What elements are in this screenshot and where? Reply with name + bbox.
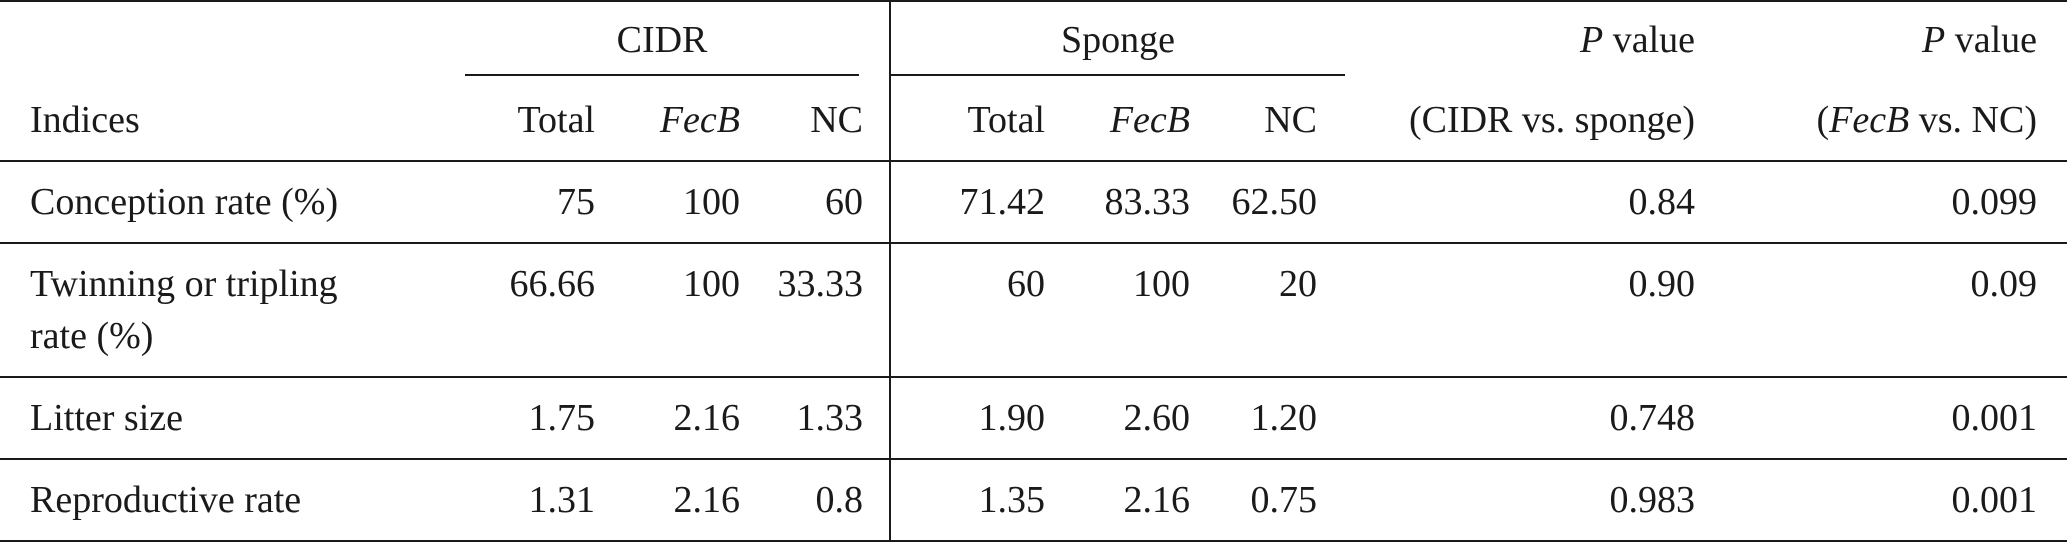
header-cidr-nc: NC bbox=[740, 88, 891, 161]
cell-p-fecb-vs-nc: 0.001 bbox=[1951, 397, 2038, 439]
cell-sponge-nc: 20 bbox=[1279, 263, 1317, 305]
cell-sponge-fecb: 2.16 bbox=[1123, 479, 1191, 521]
cell-cidr-nc: 33.33 bbox=[740, 243, 891, 377]
cell-p-cidr-vs-sponge: 0.748 bbox=[1609, 397, 1696, 439]
cell-sponge-total: 1.90 bbox=[978, 397, 1046, 439]
header-p-value-1: P value bbox=[1345, 1, 1725, 88]
cell-cidr-fecb: 2.16 bbox=[673, 397, 741, 439]
header-p-value-2-desc: (FecB vs. NC) bbox=[1725, 88, 2067, 161]
table-row: Conception rate (%) 75 100 60 71.42 83.3… bbox=[0, 161, 2067, 243]
cell-sponge-total: 60 bbox=[1007, 263, 1045, 305]
header-p2-fecb: FecB bbox=[1829, 99, 1910, 141]
header-p2-italic: P bbox=[1921, 19, 1946, 61]
cell-sponge-fecb: 2.60 bbox=[1123, 397, 1191, 439]
cell-sponge-nc: 1.20 bbox=[1250, 397, 1318, 439]
cell-cidr-fecb: 100 bbox=[683, 263, 740, 305]
header-p1-rest: value bbox=[1603, 19, 1695, 61]
row-label: Twinning or tripling rate (%) bbox=[0, 243, 465, 377]
header-cidr-fecb: FecB bbox=[595, 88, 740, 161]
cell-p-cidr-vs-sponge: 0.90 bbox=[1628, 263, 1696, 305]
row-label: Conception rate (%) bbox=[30, 181, 339, 223]
header-sponge-fecb: FecB bbox=[1045, 88, 1190, 161]
header-sponge-fecb-text: FecB bbox=[1109, 99, 1190, 141]
cell-p-fecb-vs-nc: 0.09 bbox=[1970, 263, 2038, 305]
header-group-sponge: Sponge bbox=[891, 14, 1345, 76]
cell-cidr-fecb: 100 bbox=[683, 181, 740, 223]
table-row: Litter size 1.75 2.16 1.33 1.90 2.60 1.2… bbox=[0, 377, 2067, 459]
header-p2-rest2: vs. NC) bbox=[1909, 99, 2037, 141]
cell-sponge-nc: 0.75 bbox=[1250, 479, 1318, 521]
header-cidr-total: Total bbox=[517, 99, 595, 141]
header-row-groups: CIDR Sponge P value P value bbox=[0, 1, 2067, 88]
header-p2-open: ( bbox=[1816, 99, 1830, 141]
cell-cidr-nc: 0.8 bbox=[740, 459, 891, 541]
header-p-value-2: P value bbox=[1725, 1, 2067, 88]
cell-p-cidr-vs-sponge: 0.84 bbox=[1628, 181, 1696, 223]
header-indices: Indices bbox=[30, 99, 140, 141]
header-group-cidr-cell: CIDR bbox=[465, 1, 891, 88]
header-sponge-nc: NC bbox=[1264, 99, 1317, 141]
header-cidr-fecb-text: FecB bbox=[659, 99, 740, 141]
row-label: Reproductive rate bbox=[30, 479, 302, 521]
row-label-line1: Twinning or tripling bbox=[30, 263, 338, 305]
cell-cidr-fecb: 2.16 bbox=[673, 479, 741, 521]
cell-cidr-total: 75 bbox=[557, 181, 595, 223]
header-row-columns: Indices Total FecB NC Total FecB NC (CID… bbox=[0, 88, 2067, 161]
header-sponge-total: Total bbox=[967, 99, 1045, 141]
header-group-cidr: CIDR bbox=[465, 14, 859, 76]
row-label: Litter size bbox=[30, 397, 183, 439]
cell-p-cidr-vs-sponge: 0.983 bbox=[1609, 479, 1696, 521]
cell-sponge-total: 1.35 bbox=[978, 479, 1046, 521]
cell-p-fecb-vs-nc: 0.001 bbox=[1951, 479, 2038, 521]
cell-p-fecb-vs-nc: 0.099 bbox=[1951, 181, 2038, 223]
header-group-sponge-cell: Sponge bbox=[890, 1, 1345, 88]
table-row: Reproductive rate 1.31 2.16 0.8 1.35 2.1… bbox=[0, 459, 2067, 541]
header-p2-rest: value bbox=[1945, 19, 2037, 61]
cell-sponge-nc: 62.50 bbox=[1231, 181, 1318, 223]
cell-sponge-fecb: 83.33 bbox=[1104, 181, 1191, 223]
row-label-line2: rate (%) bbox=[30, 315, 154, 357]
header-p-value-1-desc: (CIDR vs. sponge) bbox=[1408, 99, 1695, 141]
table-row: Twinning or tripling rate (%) 66.66 100 … bbox=[0, 243, 2067, 377]
cell-cidr-total: 1.75 bbox=[528, 397, 596, 439]
header-p1-italic: P bbox=[1579, 19, 1604, 61]
cell-sponge-fecb: 100 bbox=[1133, 263, 1190, 305]
cell-cidr-nc: 1.33 bbox=[740, 377, 891, 459]
cell-cidr-nc: 60 bbox=[740, 161, 891, 243]
cell-cidr-total: 1.31 bbox=[528, 479, 596, 521]
cell-cidr-total: 66.66 bbox=[509, 263, 596, 305]
cell-sponge-total: 71.42 bbox=[959, 181, 1046, 223]
header-empty-cell bbox=[0, 1, 465, 88]
